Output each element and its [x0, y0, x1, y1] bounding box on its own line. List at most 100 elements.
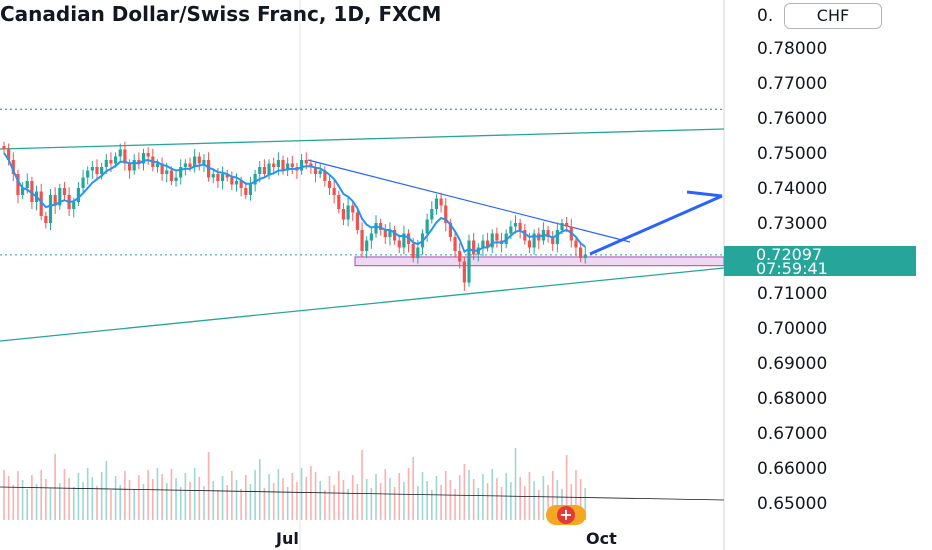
bar-countdown: 07:59:41 [756, 259, 828, 278]
candle-body [434, 198, 439, 209]
volume-bar [379, 483, 382, 520]
volume-bar [184, 473, 187, 520]
currency-button[interactable]: CHF [784, 3, 882, 29]
time-tick-label: Oct [586, 529, 617, 548]
volume-bar [338, 471, 340, 520]
candle-body [327, 181, 332, 188]
volume-bar [272, 483, 275, 520]
candle-body [551, 237, 555, 244]
volume-bar [263, 488, 266, 520]
volume-bar [505, 473, 507, 520]
volume-bar [175, 478, 177, 520]
candle-body [109, 160, 113, 164]
candle-body [141, 153, 146, 164]
candle-body [160, 163, 164, 174]
trend-drawings[interactable] [0, 108, 725, 501]
candle-body [346, 205, 350, 220]
volume-bar [142, 484, 145, 520]
volume-bar [305, 477, 308, 520]
candle-body [281, 160, 285, 171]
candle-body [337, 195, 341, 209]
volume-bar [533, 481, 535, 520]
candle-body [444, 205, 448, 223]
candle-body [132, 160, 136, 171]
candle-body [276, 160, 280, 167]
price-tick-label: 0.75000 [757, 144, 827, 164]
price-axis[interactable]: 0.78000 0.77000 0.76000 0.75000 0.74000 0.730… [275, 6, 827, 548]
volume-bar [217, 490, 219, 520]
candle-body [411, 244, 415, 258]
upper-channel-line [0, 128, 725, 150]
volume-bar [328, 476, 331, 520]
volume-bar [161, 474, 163, 520]
volume-bar [500, 487, 503, 520]
volume-bar [152, 479, 154, 520]
projection-arrow-head [686, 190, 723, 198]
candle-body [253, 174, 257, 185]
volume-bar [454, 489, 456, 520]
volume-bar [147, 470, 149, 520]
candle-body [183, 163, 187, 167]
volume-bars [3, 448, 587, 520]
candlestick-series [2, 141, 587, 291]
volume-bar [72, 487, 75, 520]
volume-bar [403, 482, 405, 520]
volume-bar [319, 481, 321, 520]
volume-bar [398, 473, 401, 520]
candle-body [286, 163, 290, 171]
volume-bar [417, 486, 419, 520]
volume-bar [110, 490, 112, 520]
volume-bar [384, 469, 387, 520]
candle-body [351, 205, 355, 213]
volume-bar [296, 482, 298, 520]
candle-body [21, 188, 25, 195]
volume-bar [477, 488, 480, 520]
candle-body [430, 209, 434, 220]
volume-bar [77, 473, 80, 520]
volume-bar [449, 480, 452, 520]
candle-body [355, 212, 359, 230]
candle-body [393, 230, 397, 241]
candle-body [574, 240, 578, 248]
volume-bar [91, 477, 94, 520]
price-tick-label: 0.66000 [757, 459, 827, 479]
candle-body [30, 181, 34, 202]
volume-bar [579, 479, 582, 520]
candle-body [560, 223, 564, 230]
volume-bar [351, 475, 354, 520]
candle-body [100, 167, 104, 174]
candle-body [397, 240, 401, 248]
volume-bar [524, 486, 526, 520]
volume-bar [254, 470, 256, 520]
candle-body [86, 170, 90, 178]
candle-body [272, 163, 276, 167]
last-price-value: 0.72097 [756, 245, 823, 264]
candle-body [165, 170, 169, 174]
volume-bar [189, 482, 191, 520]
volume-bar [31, 475, 33, 520]
volume-bar [528, 472, 531, 520]
volume-bar [86, 468, 89, 520]
candle-body [453, 237, 457, 251]
volume-bar [26, 489, 29, 520]
volume-bar [100, 472, 103, 520]
volume-bar [342, 480, 345, 520]
volume-bar [542, 476, 545, 520]
volume-bar [575, 470, 577, 520]
volume-bar [68, 478, 70, 520]
last-price-label: 0.72097 07:59:41 [724, 245, 916, 278]
volume-bar [12, 485, 15, 520]
volume-bar [482, 474, 484, 520]
candle-body [313, 167, 318, 174]
price-tick-label: 0.69000 [757, 354, 827, 374]
snapshot-badge-icon[interactable]: + [546, 505, 586, 525]
volume-bar [519, 477, 521, 520]
volume-bar [82, 482, 84, 520]
lower-channel-line [0, 267, 725, 342]
candle-body [300, 160, 304, 171]
candle-body [579, 247, 583, 258]
volume-bar [314, 472, 317, 520]
volume-bar [365, 479, 368, 520]
candle-body [39, 191, 43, 216]
